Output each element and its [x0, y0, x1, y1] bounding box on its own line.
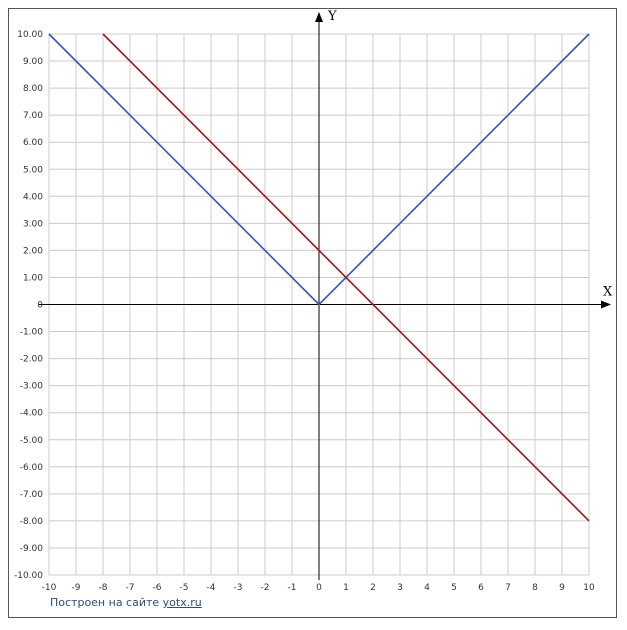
y-tick-label: -3.00: [20, 382, 44, 392]
y-tick-label: 4.00: [23, 192, 43, 202]
y-tick-label: 10.00: [17, 30, 43, 40]
y-tick-label: 7.00: [23, 111, 43, 121]
y-tick-label: -2.00: [20, 355, 44, 365]
x-tick-label: -4: [207, 583, 216, 593]
x-tick-label: -8: [99, 583, 108, 593]
y-tick-label: 8.00: [23, 84, 43, 94]
footer-link[interactable]: yotx.ru: [162, 596, 202, 609]
y-tick-label: 5.00: [23, 165, 43, 175]
footer-text: Построен на сайте: [50, 596, 163, 609]
y-tick-label: -7.00: [20, 490, 44, 500]
x-axis-label: X: [603, 285, 613, 300]
x-tick-label: 8: [532, 583, 538, 593]
y-tick-label: -8.00: [20, 517, 44, 527]
y-tick-label: -5.00: [20, 436, 44, 446]
y-tick-label: 0: [37, 301, 43, 311]
y-tick-label: -10.00: [14, 571, 43, 581]
y-tick-label: 2.00: [23, 246, 43, 256]
y-axis-label: Y: [327, 9, 337, 24]
y-tick-label: 1.00: [23, 273, 43, 283]
y-tick-label: 3.00: [23, 219, 43, 229]
x-tick-label: 1: [343, 583, 349, 593]
x-tick-label: 3: [397, 583, 403, 593]
x-tick-label: 9: [559, 583, 565, 593]
y-tick-label: -1.00: [20, 328, 44, 338]
chart-frame: [8, 8, 617, 618]
x-tick-label: 7: [505, 583, 511, 593]
x-tick-label: 10: [583, 583, 595, 593]
x-tick-label: 5: [451, 583, 457, 593]
x-tick-label: 2: [370, 583, 376, 593]
x-tick-label: -2: [261, 583, 270, 593]
series-line-2: [102, 33, 590, 522]
y-tick-label: -6.00: [20, 463, 44, 473]
x-tick-label: -1: [288, 583, 297, 593]
x-tick-label: -9: [72, 583, 81, 593]
x-tick-label: -3: [234, 583, 243, 593]
x-tick-label: -5: [180, 583, 189, 593]
x-tick-label: -7: [126, 583, 135, 593]
y-axis-arrow: [315, 12, 323, 22]
y-tick-label: 9.00: [23, 57, 43, 67]
y-tick-label: -9.00: [20, 544, 44, 554]
x-tick-label: 6: [478, 583, 484, 593]
y-tick-label: 6.00: [23, 138, 43, 148]
x-tick-label: -10: [42, 583, 57, 593]
y-tick-label: -4.00: [20, 409, 44, 419]
footer-credit: Построен на сайте yotx.ru: [50, 596, 202, 609]
x-tick-label: 4: [424, 583, 430, 593]
x-tick-label: 0: [316, 583, 322, 593]
x-tick-label: -6: [153, 583, 162, 593]
x-axis-arrow: [601, 300, 611, 309]
series-line-1: [48, 33, 590, 306]
